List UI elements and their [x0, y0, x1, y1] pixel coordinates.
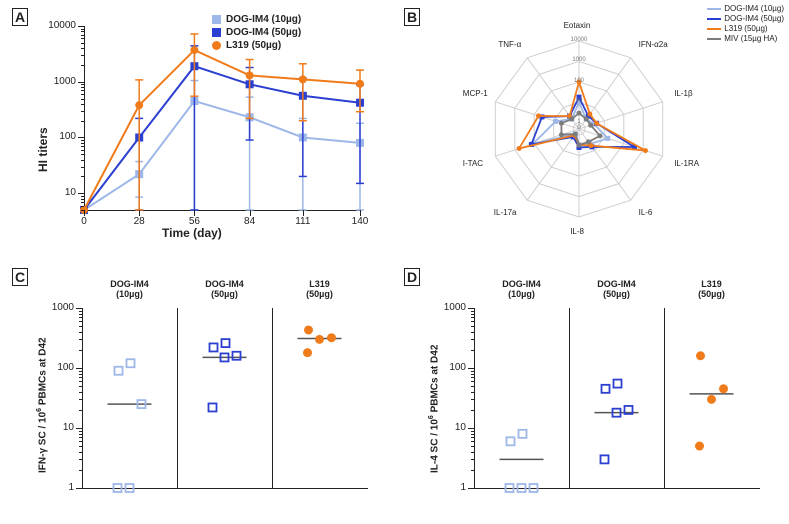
panel-a-ytick-label: 10 — [65, 187, 76, 198]
panel-d-ytick-label: 1 — [460, 482, 466, 493]
panel-b-rtick-label: 10 — [576, 98, 583, 104]
panel-a-xtick-label: 140 — [350, 216, 370, 227]
panel-a-xtick-label: 111 — [293, 216, 313, 227]
panel-b-axis-label: MCP-1 — [463, 89, 488, 98]
panel-d-ytick-label: 1000 — [444, 302, 466, 313]
panel-b-rtick-label: 1000 — [572, 57, 585, 63]
panel-a: A HI titers Time (day) DOG-IM4 (10µg)DOG… — [12, 4, 392, 248]
panel-b-axis-label: IL-1β — [674, 89, 692, 98]
figure: A HI titers Time (day) DOG-IM4 (10µg)DOG… — [0, 0, 789, 524]
panel-a-ytick-label: 100 — [59, 131, 76, 142]
panel-c-group-header: DOG-IM4(50µg) — [190, 280, 260, 300]
panel-d: D IL-4 SC / 106 PBMCs at D42 1101001000D… — [404, 268, 784, 518]
panel-d-group-header: L319(50µg) — [677, 280, 747, 300]
panel-d-group-header: DOG-IM4(10µg) — [487, 280, 557, 300]
panel-b-rtick-label: 0 — [577, 125, 580, 131]
panel-a-xtick-label: 28 — [129, 216, 149, 227]
panel-b: B DOG-IM4 (10µg)DOG-IM4 (50µg)L319 (50µg… — [404, 4, 784, 248]
panel-c-ytick-label: 1 — [68, 482, 74, 493]
panel-c-ytick-label: 100 — [57, 362, 74, 373]
panel-c-ytick-label: 10 — [63, 422, 74, 433]
panel-b-svg — [404, 4, 784, 248]
panel-b-rtick-label: 1 — [577, 119, 580, 125]
panel-b-axis-label: TNF-α — [498, 40, 521, 49]
panel-c-ytick-label: 1000 — [52, 302, 74, 313]
panel-b-axis-label: Eotaxin — [564, 21, 591, 30]
panel-a-xtick-label: 84 — [240, 216, 260, 227]
panel-b-axis-label: IFN-α2a — [639, 40, 668, 49]
panel-b-rtick-label: 100 — [574, 78, 584, 84]
panel-b-axis-label: IL-8 — [570, 227, 584, 236]
panel-b-rtick-label: 10000 — [571, 37, 588, 43]
panel-a-ytick-label: 1000 — [54, 76, 76, 87]
panel-a-svg — [12, 4, 392, 248]
panel-d-ytick-label: 100 — [449, 362, 466, 373]
panel-c: C IFN-γ SC / 106 PBMCs at D42 1101001000… — [12, 268, 392, 518]
panel-b-axis-label: IL-17a — [494, 208, 517, 217]
panel-c-group-header: L319(50µg) — [285, 280, 355, 300]
panel-d-group-header: DOG-IM4(50µg) — [582, 280, 652, 300]
panel-b-axis-label: IL-1RA — [674, 159, 699, 168]
panel-b-axis-label: IL-6 — [639, 208, 653, 217]
panel-d-ytick-label: 10 — [455, 422, 466, 433]
panel-a-xtick-label: 0 — [74, 216, 94, 227]
panel-a-xtick-label: 56 — [184, 216, 204, 227]
panel-c-group-header: DOG-IM4(10µg) — [95, 280, 165, 300]
panel-a-ytick-label: 10000 — [48, 20, 76, 31]
panel-b-axis-label: I-TAC — [463, 159, 483, 168]
